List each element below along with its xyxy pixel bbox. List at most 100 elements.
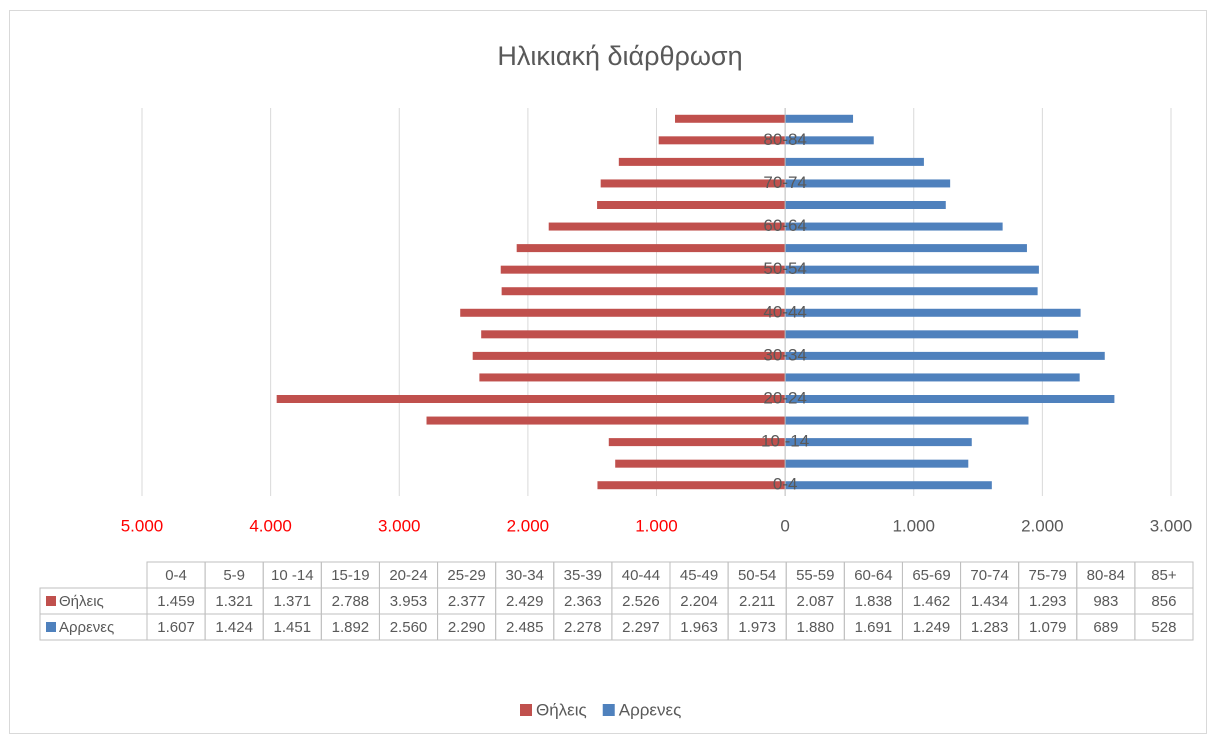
table-header: 60-64 <box>854 567 892 584</box>
table-header: 5-9 <box>223 567 245 584</box>
x-tick-label: 3.000 <box>1150 516 1193 535</box>
table-header: 25-29 <box>447 567 485 584</box>
bar <box>481 330 786 339</box>
table-value: 1.838 <box>855 593 893 610</box>
bar <box>785 244 1027 253</box>
table-value: 1.079 <box>1029 619 1067 636</box>
category-label: 30-34 <box>763 345 806 364</box>
table-value: 2.485 <box>506 619 544 636</box>
table-value: 983 <box>1093 593 1118 610</box>
bar <box>472 351 786 360</box>
table-value: 2.560 <box>390 619 428 636</box>
table-value: 2.204 <box>680 593 718 610</box>
table-value: 528 <box>1151 619 1176 636</box>
table-header: 30-34 <box>506 567 544 584</box>
legend-label: Αρρενες <box>619 700 682 719</box>
bar <box>785 179 951 188</box>
table-value: 1.451 <box>274 619 312 636</box>
table-value: 1.607 <box>157 619 195 636</box>
bar <box>516 244 786 253</box>
bar <box>785 201 946 209</box>
chart-title: Ηλικιακή διάρθρωση <box>497 41 742 71</box>
table-cell <box>1134 613 1194 641</box>
category-label: 80-84 <box>763 130 806 149</box>
table-value: 1.691 <box>855 619 893 636</box>
bar <box>785 136 874 145</box>
bar <box>548 222 786 231</box>
table-value: 2.429 <box>506 593 544 610</box>
x-tick-label: 4.000 <box>249 516 292 535</box>
category-label: 10 -14 <box>761 432 809 451</box>
x-tick-label: 2.000 <box>1021 516 1064 535</box>
bar <box>501 287 786 296</box>
table-value: 689 <box>1093 619 1118 636</box>
category-label: 0-4 <box>773 475 798 494</box>
table-value: 1.973 <box>738 619 776 636</box>
bar <box>785 416 1029 425</box>
bar <box>597 481 786 490</box>
bar <box>785 114 854 123</box>
table-row-label: Αρρενες <box>59 619 114 636</box>
bar <box>785 287 1038 296</box>
table-value: 2.363 <box>564 593 602 610</box>
bar <box>785 438 972 447</box>
table-header: 85+ <box>1151 567 1177 584</box>
x-tick-label: 1.000 <box>892 516 935 535</box>
table-header: 45-49 <box>680 567 718 584</box>
chart-border <box>9 10 1207 734</box>
table-header: 10 -14 <box>271 567 314 584</box>
bar <box>785 373 1080 382</box>
bar <box>597 201 786 209</box>
table-value: 1.293 <box>1029 593 1067 610</box>
category-label: 60-64 <box>763 216 806 235</box>
x-tick-label: 5.000 <box>121 516 164 535</box>
table-header: 35-39 <box>564 567 602 584</box>
legend-key <box>520 704 532 716</box>
table-header: 50-54 <box>738 567 776 584</box>
bar <box>276 395 786 403</box>
table-header: 0-4 <box>165 567 187 584</box>
bar <box>658 136 786 145</box>
table-value: 2.377 <box>448 593 486 610</box>
x-tick-label: 3.000 <box>378 516 421 535</box>
bar <box>600 179 786 188</box>
table-value: 856 <box>1151 593 1176 610</box>
bar <box>785 459 969 468</box>
table-value: 2.526 <box>622 593 660 610</box>
table-value: 1.459 <box>157 593 195 610</box>
table-value: 1.462 <box>913 593 951 610</box>
x-tick-label: 2.000 <box>507 516 550 535</box>
bar <box>615 459 786 468</box>
table-header: 75-79 <box>1029 567 1067 584</box>
bar <box>608 438 786 447</box>
table-header: 40-44 <box>622 567 660 584</box>
category-label: 70-74 <box>763 173 806 192</box>
table-value: 2.211 <box>739 593 775 610</box>
table-legend-key <box>46 596 56 606</box>
table-value: 1.321 <box>215 593 253 610</box>
table-value: 3.953 <box>390 593 428 610</box>
bar <box>618 157 786 166</box>
bar <box>426 416 786 425</box>
table-value: 1.434 <box>971 593 1009 610</box>
table-value: 1.283 <box>971 619 1009 636</box>
bar <box>785 308 1081 317</box>
table-value: 1.371 <box>274 593 312 610</box>
table-header: 65-69 <box>912 567 950 584</box>
category-label: 40-44 <box>763 302 806 321</box>
legend-label: Θήλεις <box>536 700 587 719</box>
bar <box>785 330 1079 339</box>
bar <box>785 351 1105 360</box>
bar <box>785 222 1003 231</box>
legend-key <box>602 704 615 716</box>
table-value: 1.892 <box>332 619 370 636</box>
table-value: 2.788 <box>332 593 370 610</box>
x-tick-label: 1.000 <box>635 516 678 535</box>
bar <box>785 481 992 490</box>
bar <box>785 157 924 166</box>
bar <box>785 265 1039 274</box>
bar <box>479 373 786 382</box>
table-legend-key <box>46 622 56 632</box>
table-header: 80-84 <box>1087 567 1125 584</box>
